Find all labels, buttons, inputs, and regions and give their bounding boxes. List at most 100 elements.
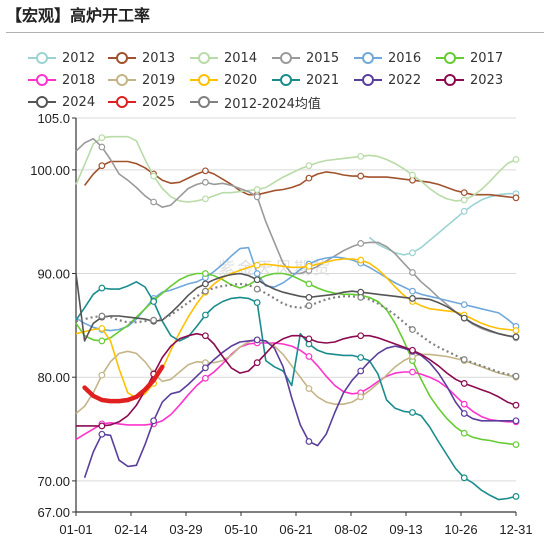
series-point-2019 (98, 371, 106, 379)
series-point-2022 (357, 367, 365, 375)
legend-swatch (108, 95, 136, 109)
series-point-2012-2024均值 (98, 312, 106, 320)
series-point-2021 (460, 474, 468, 482)
y-tick-label: 90.00 (37, 267, 70, 282)
series-point-2018 (305, 353, 313, 360)
legend-item[interactable]: 2015 (272, 48, 339, 68)
series-point-2019 (357, 393, 365, 401)
series-point-2024 (409, 295, 416, 302)
legend-swatch (354, 73, 382, 87)
y-tick-label: 67.00 (37, 505, 70, 520)
legend-item[interactable]: 2021 (272, 70, 339, 90)
series-point-2023 (512, 401, 520, 409)
series-point-2014 (202, 195, 209, 203)
series-point-2022 (98, 430, 106, 438)
series-point-2022 (460, 410, 468, 417)
series-point-2014 (98, 134, 106, 142)
y-tick-label: 100.00 (30, 163, 70, 178)
legend-swatch (108, 51, 136, 65)
legend-item[interactable]: 2017 (436, 48, 503, 68)
series-point-2013 (98, 162, 106, 170)
legend-swatch (190, 51, 218, 65)
legend-swatch (190, 95, 218, 109)
series-point-2019 (305, 385, 313, 393)
legend-swatch (272, 51, 300, 65)
series-point-2023 (98, 422, 106, 430)
legend-swatch (272, 73, 300, 87)
legend-item[interactable]: 2016 (354, 48, 421, 68)
series-point-2022 (150, 417, 158, 425)
series-point-2021 (512, 493, 520, 500)
series-point-2021 (98, 284, 106, 292)
series-line-2024 (75, 272, 517, 342)
series-point-2015 (357, 240, 365, 247)
x-tick-label: 10-26 (444, 522, 477, 537)
legend-label: 2015 (306, 50, 340, 66)
series-point-2012-2024均值 (305, 302, 313, 310)
legend-item[interactable]: 2025 (108, 92, 175, 112)
legend-item[interactable]: 2013 (108, 48, 175, 68)
series-point-2012-2024均值 (512, 372, 520, 380)
series-point-2017 (98, 337, 106, 345)
series-point-2014 (409, 171, 416, 179)
legend-item[interactable]: 2018 (28, 70, 95, 90)
series-point-2024 (202, 280, 209, 288)
series-line-2012-2024均值 (75, 282, 517, 378)
legend-item[interactable]: 2012 (28, 48, 95, 68)
series-line-2021 (75, 281, 517, 501)
legend-item[interactable]: 2023 (436, 70, 503, 90)
series-point-2015 (202, 178, 209, 186)
series-point-2014 (150, 172, 158, 180)
series-point-2020 (357, 256, 365, 264)
series-point-2020 (305, 262, 313, 270)
series-point-2021 (150, 298, 158, 305)
series-point-2014 (305, 162, 313, 170)
series-point-2016 (409, 287, 416, 295)
legend-label: 2025 (142, 94, 176, 110)
series-point-2012-2024均值 (150, 316, 158, 324)
series-point-2012-2024均值 (357, 293, 365, 301)
legend-item[interactable]: 2012-2024均值 (190, 92, 321, 112)
series-point-2022 (512, 417, 520, 425)
series-point-2018 (409, 368, 416, 376)
series-point-2021 (357, 354, 365, 361)
legend-label: 2012-2024均值 (224, 96, 321, 112)
legend-label: 2018 (62, 72, 96, 88)
legend-item[interactable]: 2014 (190, 48, 257, 68)
series-point-2013 (460, 189, 468, 197)
series-point-2015 (253, 193, 261, 201)
series-line-2025 (82, 364, 165, 404)
legend-label: 2019 (142, 72, 176, 88)
legend-swatch (190, 73, 218, 87)
legend-item[interactable]: 2022 (354, 70, 421, 90)
legend-swatch (436, 51, 464, 65)
series-point-2012 (409, 249, 416, 257)
y-tick-label: 80.00 (37, 370, 70, 385)
series-point-2016 (253, 270, 261, 277)
series-point-2022 (305, 438, 313, 445)
legend-item[interactable]: 2020 (190, 70, 257, 90)
x-tick-label: 05-10 (224, 522, 257, 537)
series-point-2021 (253, 299, 261, 306)
legend-label: 2022 (388, 72, 422, 88)
series-point-2020 (512, 327, 520, 334)
legend-swatch (436, 73, 464, 87)
legend-item[interactable]: 2024 (28, 92, 95, 112)
legend-item[interactable]: 2019 (108, 70, 175, 90)
series-point-2013 (357, 172, 365, 180)
series-point-2024 (460, 314, 468, 322)
legend-label: 2017 (470, 50, 504, 66)
series-point-2023 (253, 359, 261, 367)
series-point-2017 (512, 441, 520, 449)
series-line-2018 (75, 342, 516, 441)
x-tick-label: 09-13 (389, 522, 422, 537)
x-tick-label: 06-21 (279, 522, 312, 537)
series-point-2015 (150, 198, 158, 206)
series-line-2012 (368, 192, 516, 256)
series-line-2014 (75, 135, 517, 203)
legend-swatch (108, 73, 136, 87)
y-tick-label: 105.0 (37, 111, 70, 126)
series-point-2013 (305, 174, 313, 182)
legend-swatch (28, 95, 56, 109)
